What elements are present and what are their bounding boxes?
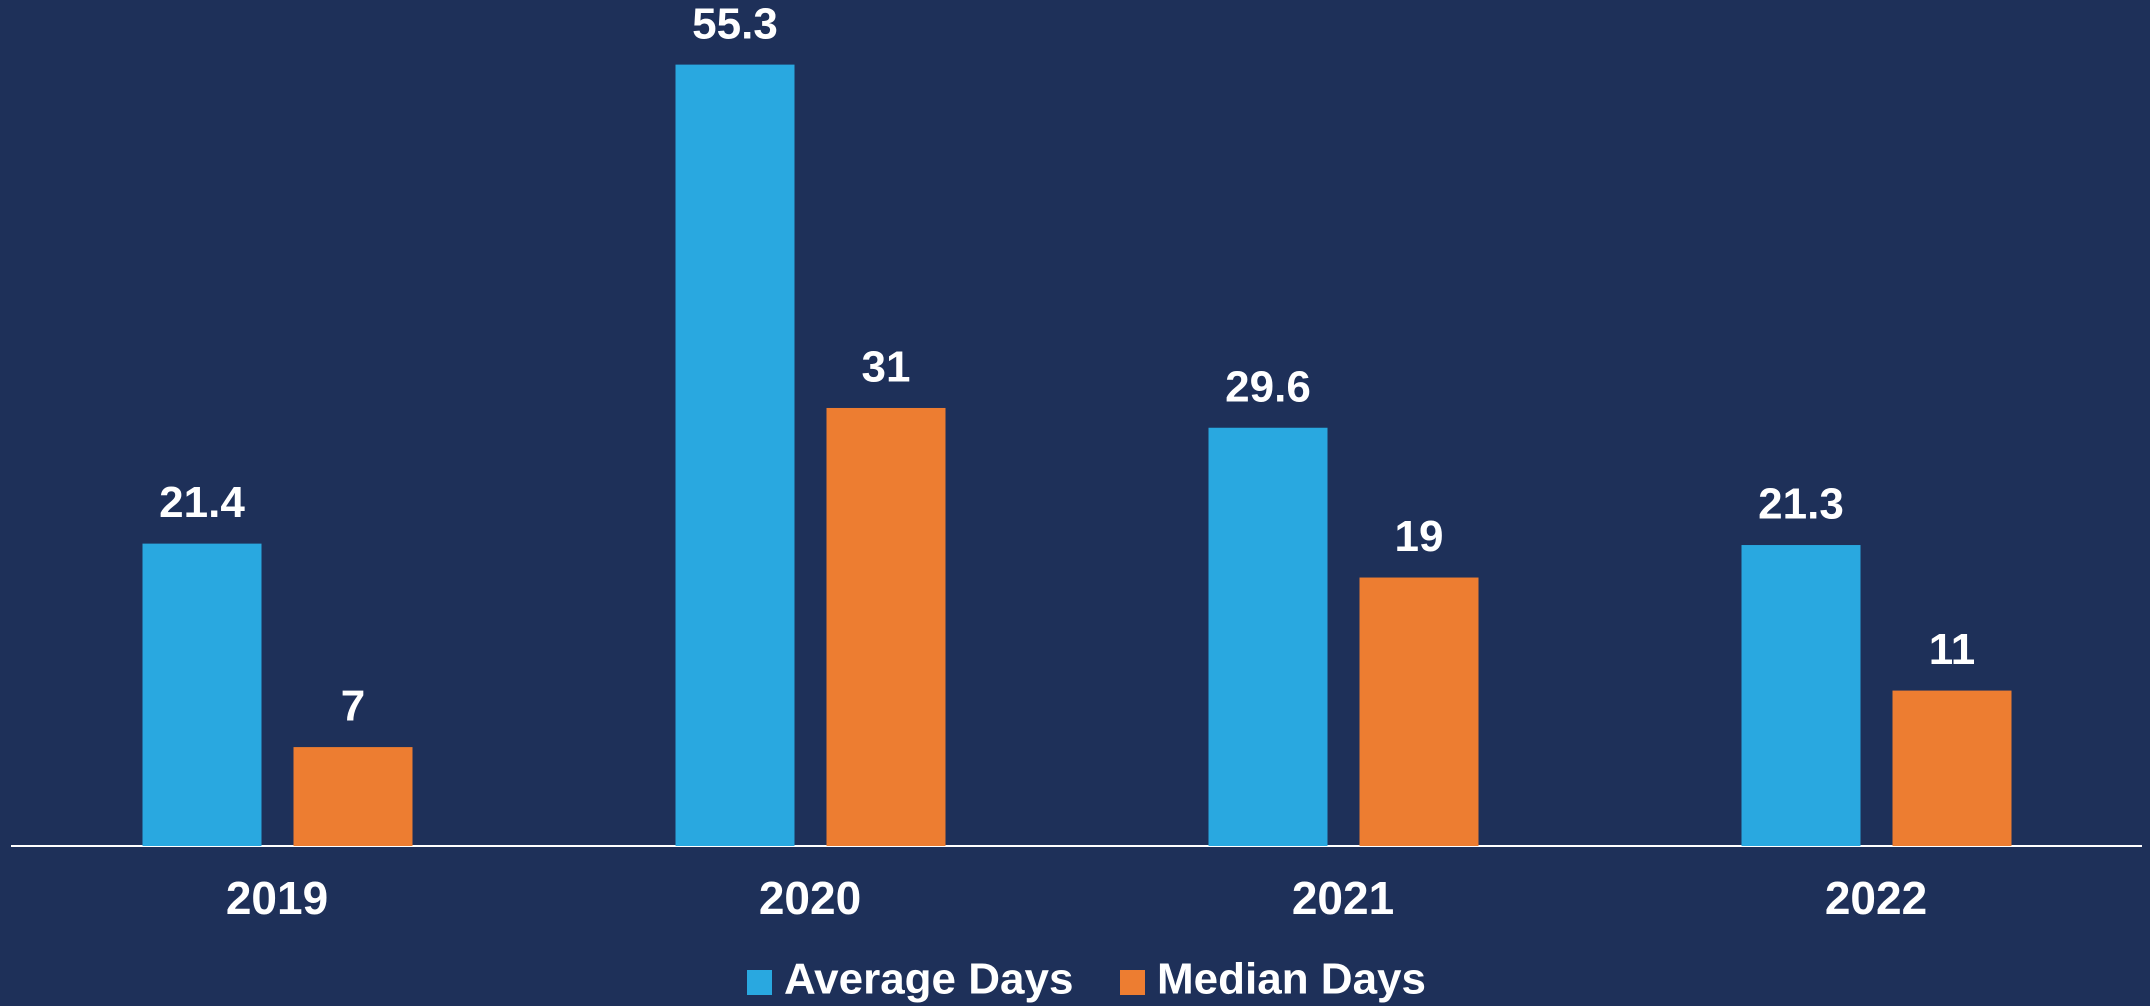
legend-swatch [1120, 970, 1145, 995]
bar [1741, 545, 1861, 846]
legend-label: Average Days [784, 955, 1073, 1004]
legend-swatch [747, 970, 772, 995]
x-tick-label: 2022 [1825, 872, 1927, 924]
data-label: 7 [341, 682, 365, 731]
bar [1359, 577, 1479, 846]
bar [1208, 427, 1328, 846]
bar [1892, 690, 2012, 846]
bar [293, 747, 413, 846]
x-tick-label: 2020 [759, 872, 861, 924]
bar [142, 543, 262, 846]
data-label: 21.4 [159, 478, 245, 527]
data-label: 29.6 [1225, 362, 1311, 411]
bar [675, 64, 795, 846]
data-label: 31 [862, 343, 911, 392]
x-tick-label: 2021 [1292, 872, 1394, 924]
data-label: 21.3 [1758, 480, 1844, 529]
bar [826, 407, 946, 846]
data-label: 55.3 [692, 0, 778, 48]
x-tick-label: 2019 [226, 872, 328, 924]
legend-label: Median Days [1157, 955, 1426, 1004]
data-label: 19 [1395, 512, 1444, 561]
data-label: 11 [1929, 625, 1976, 674]
